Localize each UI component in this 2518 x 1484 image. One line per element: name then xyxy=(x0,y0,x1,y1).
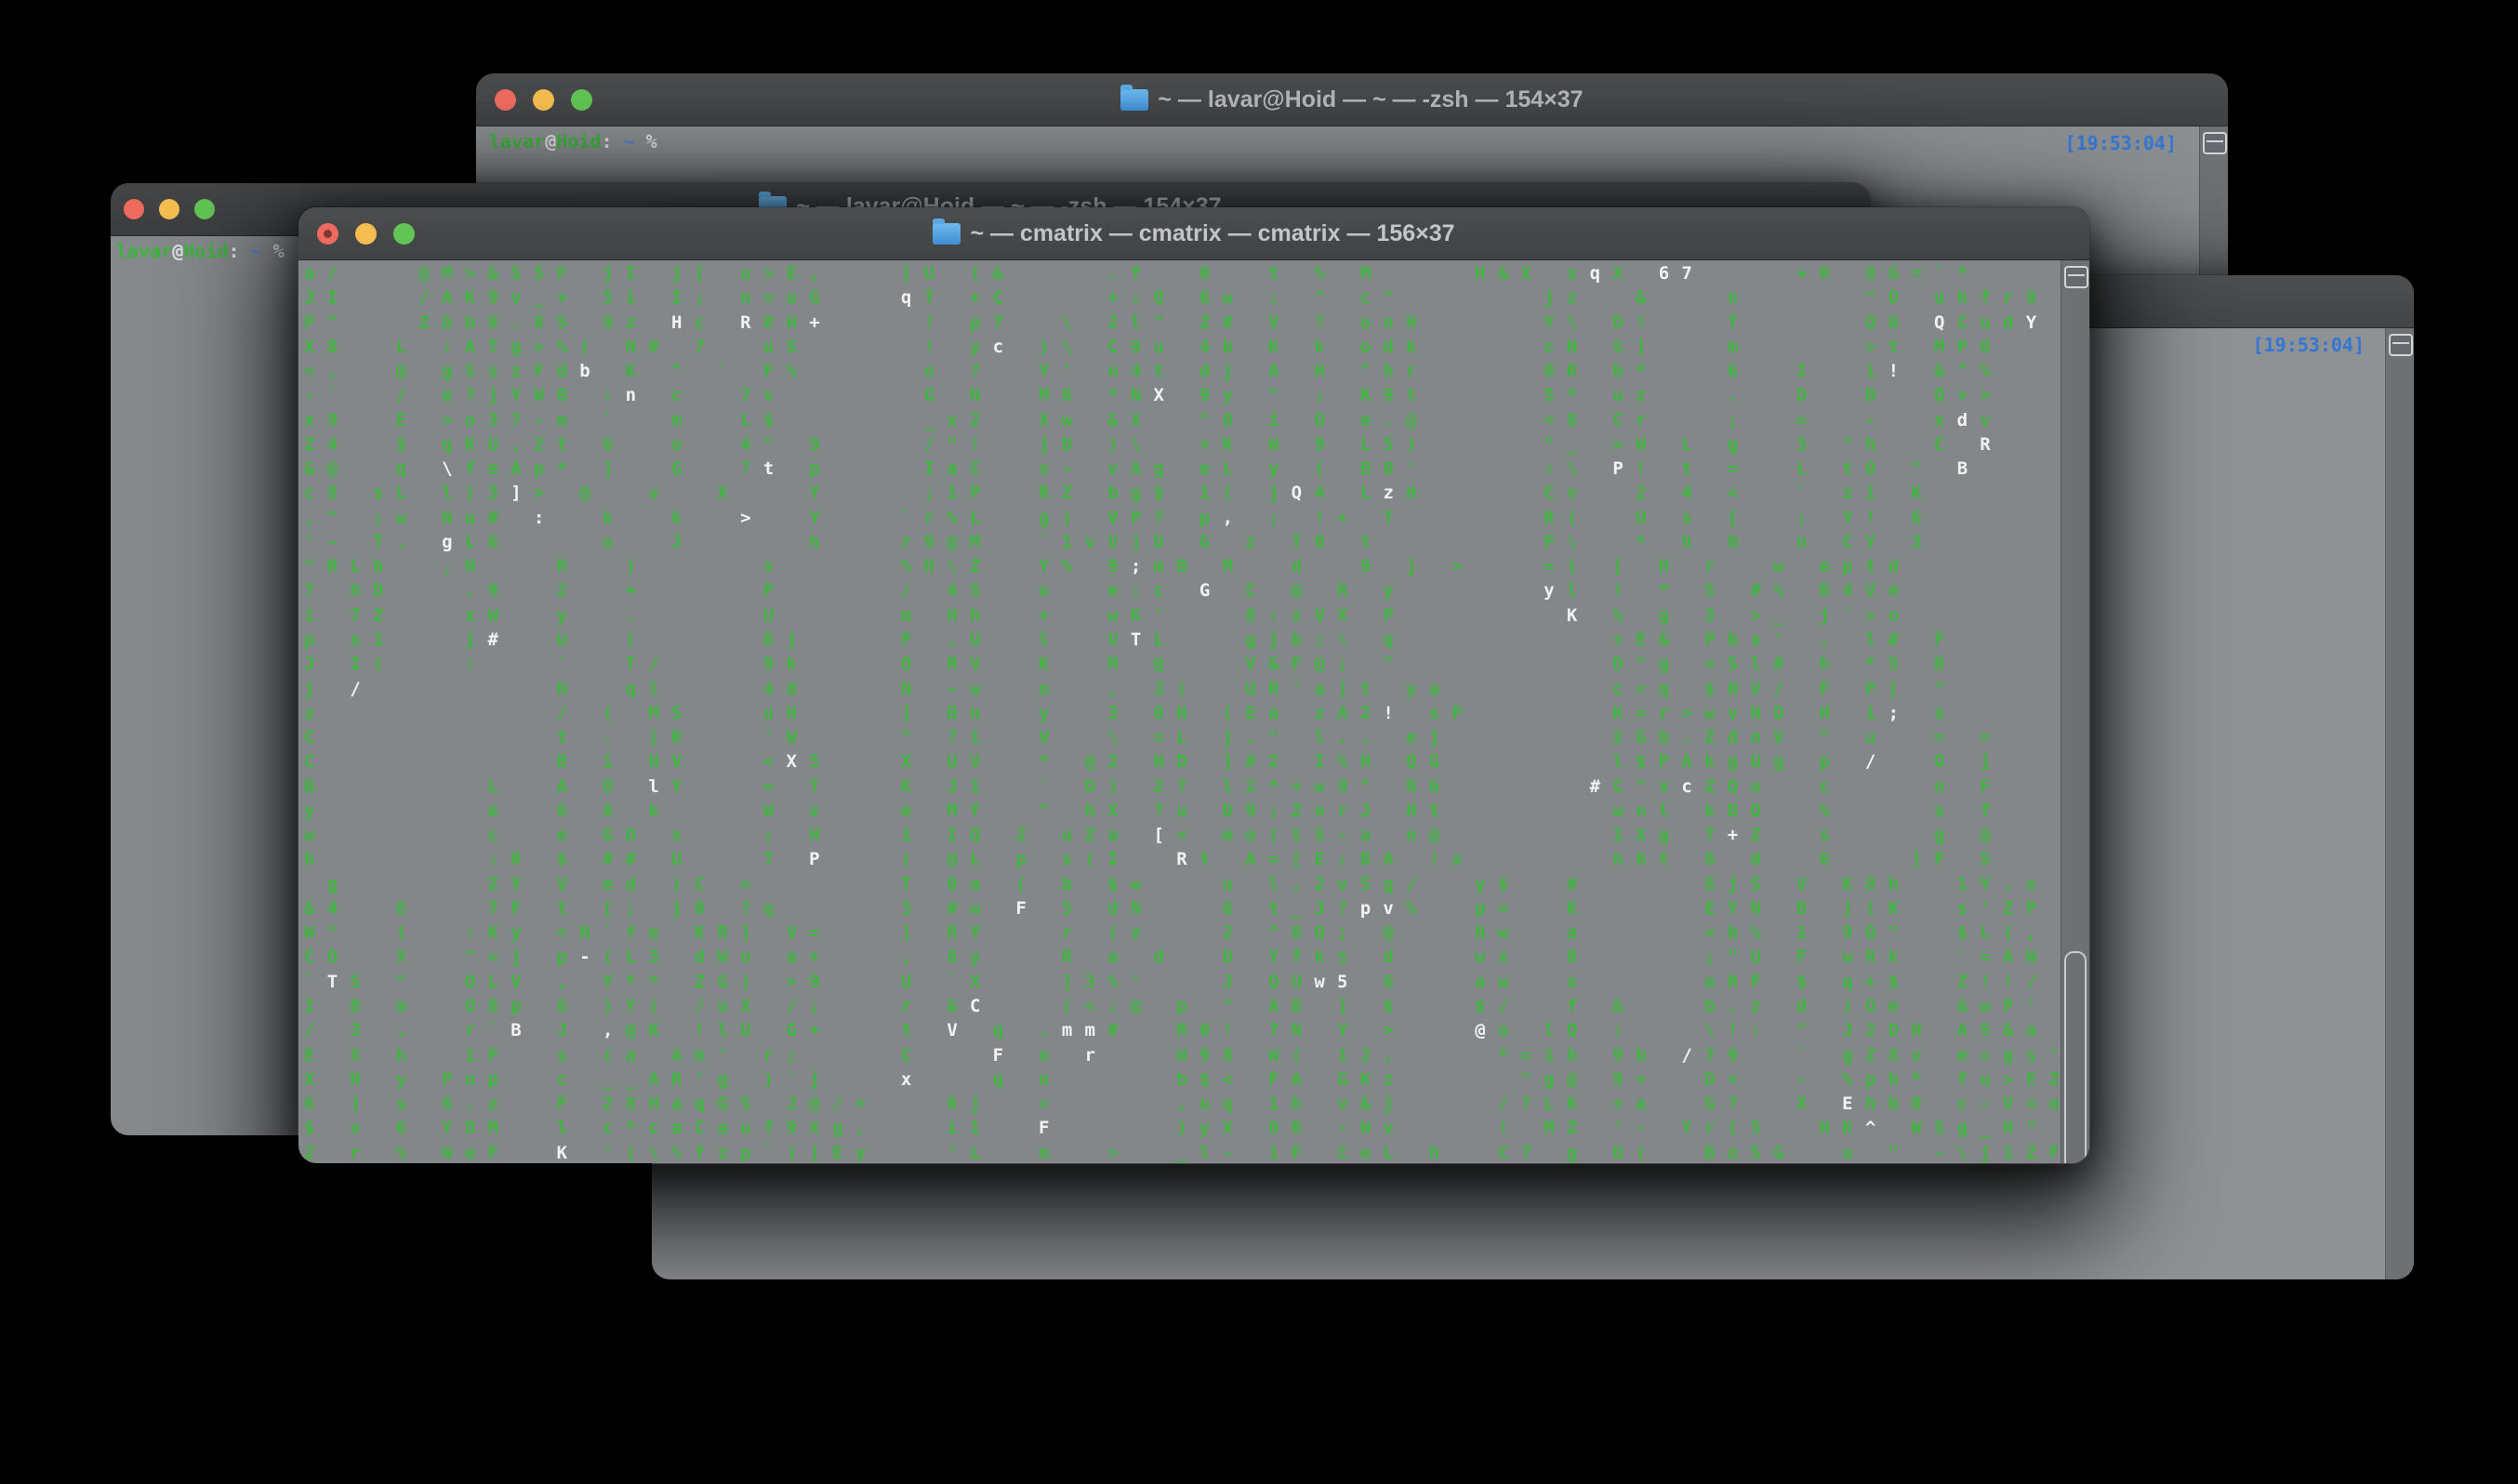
traffic-lights xyxy=(317,207,415,259)
scrollbar-track[interactable] xyxy=(2061,260,2089,1163)
titlebar[interactable]: ~ — cmatrix — cmatrix — cmatrix — 156×37 xyxy=(298,207,2089,260)
split-pane-button[interactable] xyxy=(2389,334,2413,356)
close-button[interactable] xyxy=(495,88,516,111)
scrollbar-thumb[interactable] xyxy=(2064,951,2087,1163)
folder-icon xyxy=(933,218,961,245)
clock-readout: [19:53:04] xyxy=(2064,132,2177,154)
split-pane-button[interactable] xyxy=(2203,132,2227,154)
minimize-button[interactable] xyxy=(159,199,179,219)
window-title-text: ~ — cmatrix — cmatrix — cmatrix — 156×37 xyxy=(970,219,1455,246)
traffic-lights xyxy=(124,183,215,235)
minimize-button[interactable] xyxy=(355,222,377,245)
scrollbar-track[interactable] xyxy=(2385,328,2414,1279)
folder-icon xyxy=(1120,84,1149,111)
zoom-button[interactable] xyxy=(571,88,592,111)
zoom-button[interactable] xyxy=(393,222,415,245)
traffic-lights xyxy=(495,73,592,126)
window-title-text: ~ — lavar@Hoid — ~ — -zsh — 154×37 xyxy=(1158,86,1584,113)
shell-prompt: lavar@Hoid: ~ % xyxy=(489,130,657,152)
shell-prompt: lavar@Hoid: ~ % xyxy=(116,240,285,262)
matrix-rain-text: a/ @M>&S5F jI j[ u>E, ]U (& .f 0 t % M H… xyxy=(304,263,2090,1163)
minimize-button[interactable] xyxy=(533,88,554,111)
cmatrix-output: a/ @M>&S5F jI j[ u>E, ]U (& .f 0 t % M H… xyxy=(298,260,2089,1163)
terminal-window-cmatrix: ~ — cmatrix — cmatrix — cmatrix — 156×37… xyxy=(298,206,2090,1164)
close-button[interactable] xyxy=(124,199,144,219)
split-pane-button[interactable] xyxy=(2064,266,2088,288)
clock-readout: [19:53:04] xyxy=(2252,334,2365,356)
zoom-button[interactable] xyxy=(194,199,215,219)
window-title: ~ — cmatrix — cmatrix — cmatrix — 156×37 xyxy=(298,207,2089,259)
close-button[interactable] xyxy=(317,222,338,245)
edited-dot-icon xyxy=(324,229,332,238)
window-title: ~ — lavar@Hoid — ~ — -zsh — 154×37 xyxy=(476,73,2228,126)
titlebar[interactable]: ~ — lavar@Hoid — ~ — -zsh — 154×37 xyxy=(476,73,2228,126)
